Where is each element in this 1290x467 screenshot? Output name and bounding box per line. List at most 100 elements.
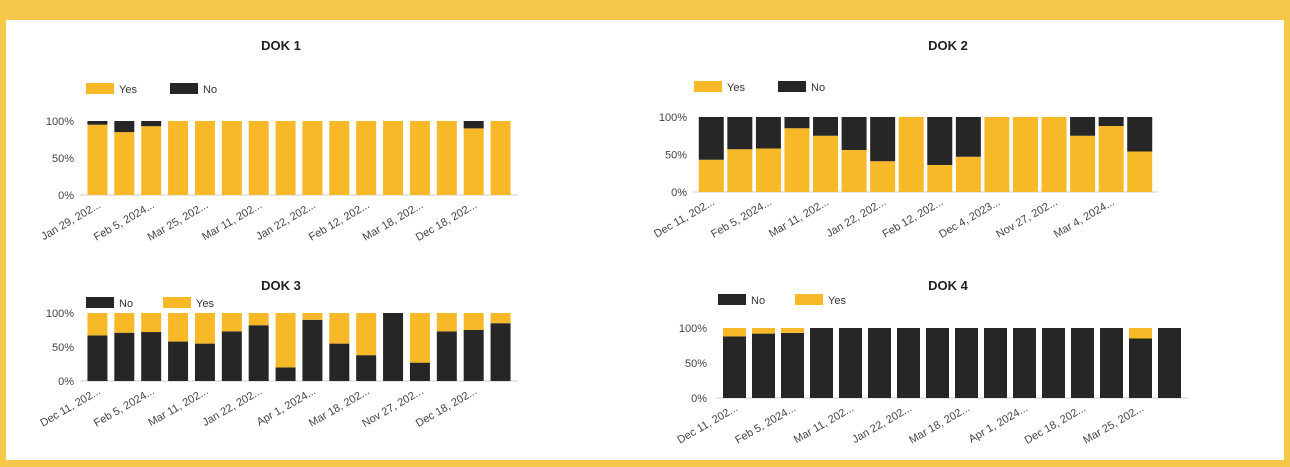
bar-segment-yes[interactable] [436, 121, 457, 195]
bar-segment-no[interactable] [870, 117, 896, 162]
bar-segment-no[interactable] [926, 328, 949, 398]
bar-segment-no[interactable] [1098, 117, 1124, 126]
bar-segment-yes[interactable] [141, 126, 162, 195]
bar-segment-yes[interactable] [141, 313, 162, 333]
bar-segment-yes[interactable] [1070, 135, 1096, 192]
bar-segment-yes[interactable] [1129, 328, 1152, 339]
bar-segment-yes[interactable] [356, 313, 377, 356]
bar-segment-yes[interactable] [87, 124, 108, 195]
bar-segment-yes[interactable] [275, 121, 296, 195]
bar-segment-no[interactable] [810, 328, 833, 398]
bar-segment-yes[interactable] [490, 121, 511, 195]
bar-segment-yes[interactable] [436, 313, 457, 332]
bar-segment-yes[interactable] [752, 328, 775, 334]
bar-segment-no[interactable] [897, 328, 920, 398]
bar-segment-yes[interactable] [813, 135, 839, 192]
bar-segment-no[interactable] [383, 313, 404, 381]
bar-segment-no[interactable] [463, 330, 484, 381]
bar-segment-yes[interactable] [784, 128, 810, 192]
bar-segment-yes[interactable] [409, 313, 430, 363]
bar-segment-no[interactable] [356, 355, 377, 381]
bar-segment-no[interactable] [114, 121, 135, 133]
bar-segment-yes[interactable] [409, 121, 430, 195]
bar-segment-no[interactable] [221, 331, 242, 381]
bar-segment-yes[interactable] [984, 117, 1010, 192]
legend-label-yes: Yes [196, 298, 214, 310]
bar-segment-yes[interactable] [114, 132, 135, 195]
bar-segment-no[interactable] [87, 335, 108, 381]
bar-segment-yes[interactable] [302, 121, 323, 195]
bar-segment-no[interactable] [275, 367, 296, 381]
bar-segment-no[interactable] [955, 328, 978, 398]
bar-segment-no[interactable] [1129, 338, 1152, 399]
bar-segment-no[interactable] [114, 332, 135, 381]
bar-segment-no[interactable] [698, 117, 724, 160]
bar-segment-no[interactable] [727, 117, 753, 150]
bar-segment-yes[interactable] [329, 121, 350, 195]
bar-segment-yes[interactable] [221, 313, 242, 332]
bar-segment-no[interactable] [1013, 328, 1036, 398]
bar-segment-yes[interactable] [87, 313, 108, 336]
bar-segment-no[interactable] [781, 332, 804, 398]
bar-segment-no[interactable] [723, 336, 746, 398]
bar-segment-no[interactable] [955, 117, 981, 157]
bar-segment-no[interactable] [1071, 328, 1094, 398]
bar-segment-no[interactable] [409, 362, 430, 381]
bar-segment-yes[interactable] [168, 313, 189, 342]
bar-segment-no[interactable] [1070, 117, 1096, 136]
bar-segment-no[interactable] [302, 319, 323, 381]
bar-segment-yes[interactable] [463, 128, 484, 195]
bar-segment-yes[interactable] [723, 328, 746, 337]
bar-segment-yes[interactable] [898, 117, 924, 192]
bar-segment-no[interactable] [841, 117, 867, 150]
bar-segment-yes[interactable] [927, 165, 953, 192]
bar-segment-no[interactable] [927, 117, 953, 165]
bar-segment-yes[interactable] [727, 149, 753, 192]
bar-segment-yes[interactable] [194, 313, 215, 344]
bar-segment-no[interactable] [1127, 117, 1153, 152]
bar-segment-yes[interactable] [781, 328, 804, 333]
bar-segment-yes[interactable] [248, 313, 269, 326]
bar-segment-no[interactable] [1100, 328, 1123, 398]
bar-segment-no[interactable] [194, 343, 215, 381]
bar-segment-yes[interactable] [114, 313, 135, 333]
bar-segment-yes[interactable] [275, 313, 296, 368]
bar-segment-no[interactable] [1158, 328, 1181, 398]
bar-segment-yes[interactable] [302, 313, 323, 320]
bar-segment-yes[interactable] [168, 121, 189, 195]
bar-segment-no[interactable] [141, 332, 162, 381]
bar-segment-yes[interactable] [248, 121, 269, 195]
bar-segment-no[interactable] [752, 333, 775, 398]
bar-segment-yes[interactable] [383, 121, 404, 195]
bar-segment-yes[interactable] [490, 313, 511, 324]
bar-segment-yes[interactable] [221, 121, 242, 195]
bar-segment-no[interactable] [87, 121, 108, 125]
bar-segment-yes[interactable] [1127, 151, 1153, 193]
bar-segment-yes[interactable] [463, 313, 484, 330]
bar-segment-no[interactable] [248, 325, 269, 381]
bar-segment-yes[interactable] [1012, 117, 1038, 192]
bar-segment-no[interactable] [168, 341, 189, 381]
bar-segment-no[interactable] [813, 117, 839, 136]
bar-segment-no[interactable] [141, 121, 162, 127]
bar-segment-yes[interactable] [755, 148, 781, 193]
bar-segment-no[interactable] [755, 117, 781, 149]
bar-segment-yes[interactable] [1041, 117, 1067, 192]
bar-segment-no[interactable] [1042, 328, 1065, 398]
bar-segment-yes[interactable] [356, 121, 377, 195]
bar-segment-no[interactable] [839, 328, 862, 398]
bar-segment-yes[interactable] [955, 156, 981, 192]
bar-segment-yes[interactable] [870, 161, 896, 192]
bar-segment-yes[interactable] [841, 150, 867, 192]
bar-segment-no[interactable] [784, 117, 810, 129]
bar-segment-yes[interactable] [194, 121, 215, 195]
bar-segment-yes[interactable] [698, 159, 724, 192]
bar-segment-no[interactable] [868, 328, 891, 398]
bar-segment-no[interactable] [490, 323, 511, 381]
bar-segment-yes[interactable] [329, 313, 350, 344]
bar-segment-yes[interactable] [1098, 126, 1124, 192]
bar-segment-no[interactable] [329, 343, 350, 381]
bar-segment-no[interactable] [463, 121, 484, 129]
bar-segment-no[interactable] [436, 331, 457, 381]
bar-segment-no[interactable] [984, 328, 1007, 398]
